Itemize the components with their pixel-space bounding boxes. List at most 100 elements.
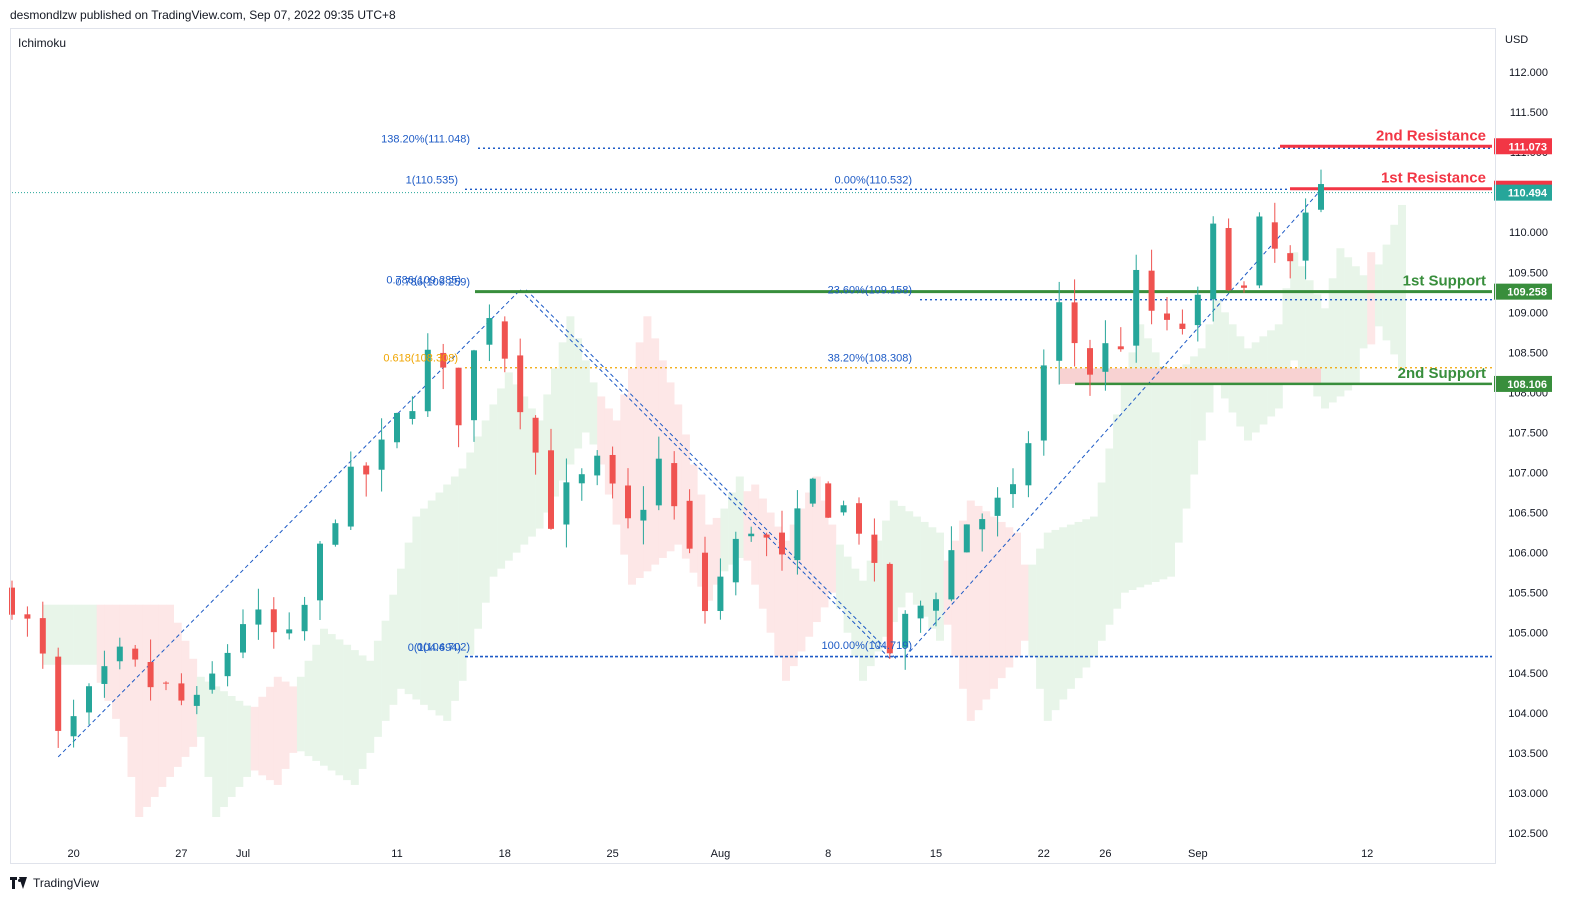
cloud-slice bbox=[1344, 257, 1353, 391]
candle-body bbox=[763, 534, 770, 538]
price-tick: 107.000 bbox=[1508, 468, 1548, 480]
cloud-slice bbox=[258, 696, 267, 776]
cloud-slice bbox=[535, 420, 544, 529]
candle-body bbox=[640, 509, 647, 521]
candle-body bbox=[1302, 212, 1309, 261]
time-tick: 11 bbox=[391, 848, 402, 860]
cloud-slice bbox=[666, 382, 675, 552]
cloud-slice bbox=[543, 394, 552, 513]
price-badge bbox=[1494, 375, 1552, 392]
candle-body bbox=[255, 609, 262, 625]
candle-body bbox=[625, 485, 631, 519]
price-badge bbox=[1494, 283, 1552, 300]
candle-body bbox=[1056, 302, 1063, 361]
cloud-slice bbox=[620, 394, 629, 555]
cloud-slice bbox=[728, 492, 737, 565]
candle-body bbox=[1287, 253, 1294, 262]
level-name: 2nd Resistance bbox=[1376, 127, 1486, 144]
price-tick: 104.500 bbox=[1508, 668, 1548, 680]
cloud-slice bbox=[866, 560, 875, 667]
cloud-slice bbox=[612, 420, 621, 525]
candle-body bbox=[686, 500, 693, 549]
cloud-slice bbox=[735, 476, 744, 558]
fib-label: 38.20%(108.308) bbox=[828, 353, 912, 365]
cloud-slice bbox=[882, 520, 891, 637]
cloud-slice bbox=[135, 604, 144, 817]
price-tick: 110.000 bbox=[1509, 227, 1548, 239]
candle-body bbox=[979, 519, 986, 530]
cloud-slice bbox=[304, 660, 313, 757]
time-tick: 26 bbox=[1099, 848, 1111, 860]
cloud-slice bbox=[1313, 294, 1322, 397]
price-badge-label: 109.258 bbox=[1507, 287, 1547, 299]
cloud-slice bbox=[474, 436, 482, 629]
cloud-slice bbox=[551, 368, 559, 497]
cloud-slice bbox=[1066, 524, 1075, 689]
cloud-slice bbox=[112, 604, 121, 719]
fib-label: 100.00%(104.719) bbox=[821, 640, 912, 652]
cloud-slice bbox=[427, 500, 436, 711]
candle-body bbox=[24, 614, 31, 619]
cloud-slice bbox=[404, 542, 413, 695]
cloud-slice bbox=[1305, 280, 1314, 385]
cloud-slice bbox=[843, 556, 852, 633]
candle-body bbox=[116, 646, 123, 662]
cloud-slice bbox=[1367, 252, 1376, 345]
candle-body bbox=[917, 605, 924, 619]
price-tick: 104.000 bbox=[1508, 708, 1548, 720]
candle-body bbox=[840, 505, 847, 513]
fib-label: 0.786(109.285) bbox=[386, 274, 461, 286]
cloud-slice bbox=[1120, 380, 1129, 593]
candle-body bbox=[270, 609, 277, 633]
price-badge bbox=[1494, 184, 1552, 201]
fib-diagonal bbox=[904, 189, 1322, 658]
candle-body bbox=[1194, 294, 1201, 326]
price-tick: 103.000 bbox=[1508, 788, 1548, 800]
indicator-name[interactable]: Ichimoku bbox=[18, 36, 67, 50]
price-tick: 107.500 bbox=[1508, 427, 1548, 439]
cloud-slice bbox=[589, 382, 598, 445]
cloud-slice bbox=[1297, 266, 1306, 373]
candle-body bbox=[717, 576, 724, 611]
price-badge-label: 111.073 bbox=[1508, 141, 1547, 153]
cloud-slice bbox=[196, 676, 205, 737]
cloud-slice bbox=[420, 508, 429, 705]
fib-labels: 138.20%(111.048) 1(110.535) 0.00%(110.532)… bbox=[381, 133, 912, 654]
candle-body bbox=[378, 439, 385, 470]
candle-body bbox=[1148, 270, 1155, 311]
candle-body bbox=[809, 478, 816, 504]
cloud-slice bbox=[1213, 300, 1222, 385]
candle-body bbox=[501, 321, 508, 359]
candle-body bbox=[409, 411, 416, 419]
cloud-slice bbox=[1028, 564, 1037, 657]
candle-body bbox=[517, 355, 524, 413]
cloud-slice bbox=[104, 604, 113, 701]
cloud-slice bbox=[327, 634, 336, 771]
cloud-slice bbox=[158, 604, 167, 787]
cloud-slice bbox=[1251, 342, 1260, 433]
time-tick: 15 bbox=[930, 848, 942, 860]
cloud-slice bbox=[42, 604, 51, 665]
cloud-slice bbox=[674, 404, 683, 545]
cloud-slice bbox=[250, 706, 259, 771]
cloud-slice bbox=[635, 342, 644, 578]
candle-body bbox=[9, 587, 15, 615]
price-tick: 102.500 bbox=[1508, 828, 1548, 840]
time-tick: 18 bbox=[499, 848, 511, 860]
cloud-slice bbox=[1321, 308, 1329, 409]
time-tick: Aug bbox=[711, 848, 731, 860]
cloud-slice bbox=[1174, 372, 1183, 543]
candle-body bbox=[1256, 216, 1263, 286]
cloud-slice bbox=[96, 604, 105, 683]
cloud-slice bbox=[1398, 204, 1406, 369]
candle-body bbox=[933, 599, 939, 611]
cloud-slice bbox=[597, 396, 606, 465]
fib-diagonal bbox=[519, 289, 891, 659]
cloud-slice bbox=[1351, 266, 1360, 385]
candle-body bbox=[1071, 302, 1078, 344]
candle-body bbox=[1102, 343, 1109, 372]
cloud-slice bbox=[312, 644, 321, 761]
cloud-slice bbox=[751, 484, 760, 585]
cloud-slice bbox=[859, 580, 867, 681]
